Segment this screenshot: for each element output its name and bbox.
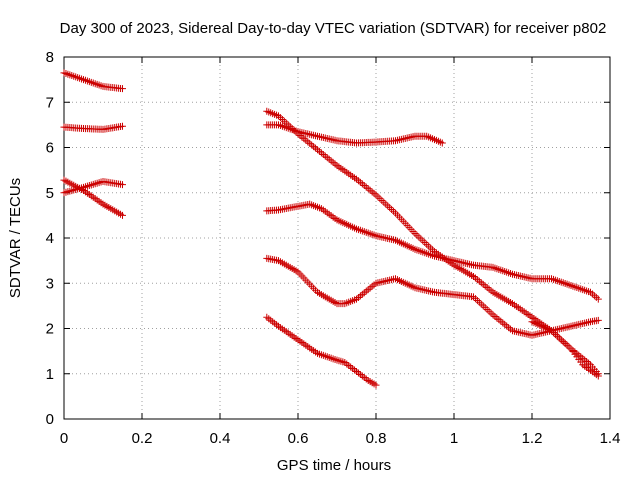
x-tick-label: 0.2 [132,430,153,447]
data-point [119,211,126,219]
data-point [594,295,602,303]
data-point [438,139,446,147]
series-track-10 [528,318,602,380]
plot-frame [63,56,611,420]
data-point [119,181,126,189]
y-axis-label: SDTVAR / TECUs [7,178,24,298]
x-tick-label: 1 [450,430,458,447]
chart-title: Day 300 of 2023, Sidereal Day-to-day VTE… [60,20,607,37]
y-tick-label: 7 [46,94,54,111]
data-point [594,316,602,324]
x-tick-label: 0 [60,430,68,447]
y-tick-label: 5 [46,185,54,202]
data-point [372,381,380,389]
y-tick-label: 4 [46,230,54,247]
series-track-9 [263,313,380,389]
y-axis-tick-labels: 0 1 2 3 4 5 6 7 8 [46,49,54,428]
data-point [119,122,126,130]
x-axis-label: GPS time / hours [277,457,391,474]
y-tick-label: 8 [46,49,54,66]
data-point [594,372,602,380]
series-track-2 [60,122,126,133]
y-tick-label: 6 [46,140,54,157]
y-tick-label: 2 [46,321,54,338]
x-tick-label: 0.8 [366,430,387,447]
series-track-7 [263,200,602,303]
y-tick-label: 0 [46,411,54,428]
data-point [119,85,126,93]
x-tick-label: 1.4 [600,430,621,447]
y-tick-label: 1 [46,366,54,383]
x-tick-label: 1.2 [522,430,543,447]
series-track-8 [263,254,602,339]
x-tick-label: 0.6 [288,430,309,447]
grid-lines [64,57,610,419]
series-track-1 [60,69,126,93]
x-tick-label: 0.4 [210,430,231,447]
data-points [60,69,602,389]
series-track-6 [263,121,446,147]
series-track-4 [60,177,126,197]
x-axis-tick-labels: 0 0.2 0.4 0.6 0.8 1 1.2 1.4 [60,430,621,447]
y-tick-label: 3 [46,275,54,292]
